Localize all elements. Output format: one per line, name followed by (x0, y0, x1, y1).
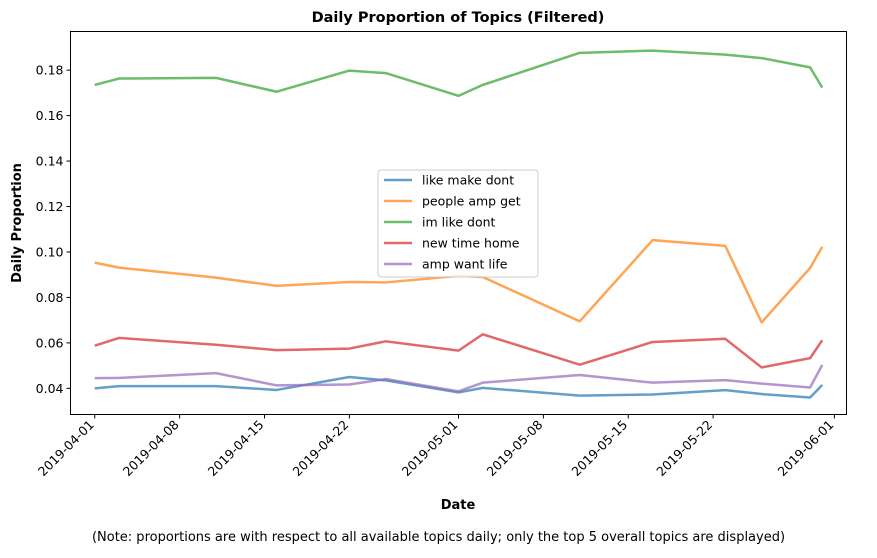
legend-label: new time home (422, 236, 520, 251)
y-tick-label: 0.10 (36, 244, 64, 259)
y-tick-label: 0.08 (36, 290, 64, 305)
series-line-4 (94, 333, 824, 369)
legend-label: people amp get (422, 194, 521, 209)
series-layer (94, 49, 824, 399)
series-line-1 (94, 375, 824, 399)
x-tick-label: 2019-04-08 (120, 417, 182, 479)
legend-label: im like dont (422, 215, 496, 230)
x-tick-label: 2019-06-01 (775, 417, 837, 479)
x-axis-label: Date (441, 498, 476, 513)
legend-box (377, 169, 539, 278)
legend-label: like make dont (422, 173, 514, 188)
footnote: (Note: proportions are with respect to a… (91, 530, 786, 545)
y-tick-label: 0.14 (36, 154, 64, 169)
chart-title: Daily Proportion of Topics (Filtered) (312, 10, 605, 26)
x-tick-label: 2019-05-15 (568, 417, 630, 479)
x-tick-label: 2019-04-15 (205, 417, 267, 479)
series-line-3 (94, 49, 824, 98)
x-tick-label: 2019-05-22 (653, 417, 715, 479)
series-line-5 (94, 364, 824, 393)
y-tick-label: 0.18 (36, 63, 64, 78)
legend: like make dont people amp get im like dont… (377, 169, 539, 278)
x-tick-label: 2019-04-01 (35, 417, 97, 479)
x-tick-label: 2019-05-08 (484, 417, 546, 479)
y-tick-label: 0.16 (36, 108, 64, 123)
y-axis-label: Daily Proportion (10, 163, 25, 283)
x-tick-label: 2019-04-22 (290, 417, 352, 479)
x-tick-label: 2019-05-01 (399, 417, 461, 479)
y-tick-label: 0.06 (36, 335, 64, 350)
y-tick-label: 0.04 (36, 381, 64, 396)
y-tick-label: 0.12 (36, 199, 64, 214)
legend-label: amp want life (422, 257, 508, 272)
